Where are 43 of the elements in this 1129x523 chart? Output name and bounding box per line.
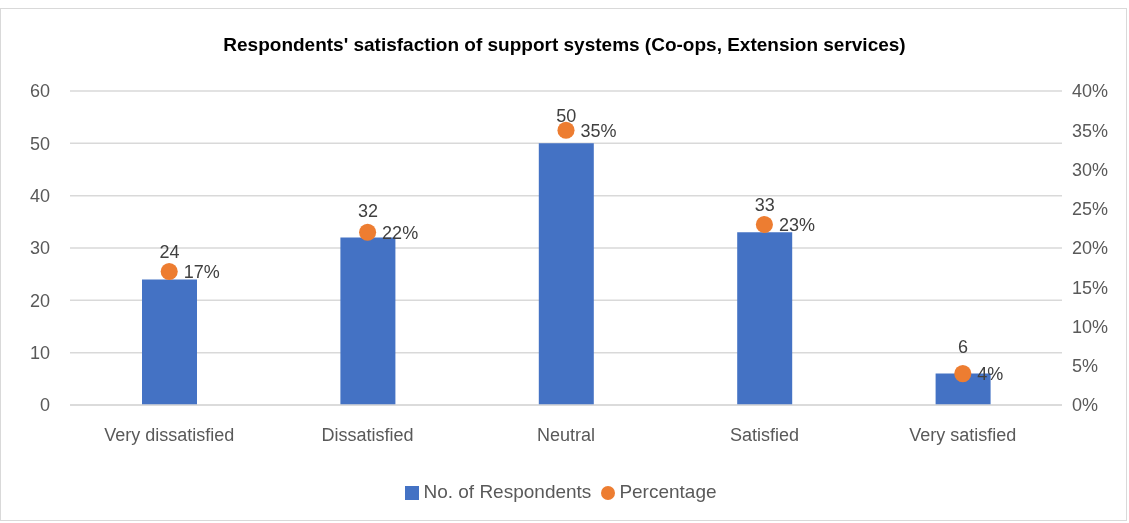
y2-tick-label: 15% bbox=[1072, 277, 1109, 298]
point bbox=[557, 121, 575, 139]
y-tick-label: 30 bbox=[29, 238, 50, 259]
point bbox=[160, 263, 178, 281]
y-tick-label: 20 bbox=[29, 290, 50, 311]
data-label: 35% bbox=[580, 120, 617, 141]
point bbox=[954, 365, 972, 383]
data-label: 22% bbox=[382, 222, 419, 243]
x-tick-label: Dissatisfied bbox=[321, 425, 414, 446]
x-tick-label: Very dissatisfied bbox=[104, 425, 235, 446]
y2-tick-label: 20% bbox=[1072, 238, 1109, 259]
y2-tick-label: 40% bbox=[1072, 81, 1109, 102]
bar bbox=[737, 232, 793, 405]
y-tick-label: 10 bbox=[29, 343, 50, 364]
x-tick-label: Satisfied bbox=[729, 425, 799, 446]
point bbox=[359, 223, 377, 241]
data-label: 17% bbox=[183, 261, 220, 282]
y2-tick-label: 30% bbox=[1072, 159, 1109, 180]
bar bbox=[538, 143, 594, 405]
point bbox=[755, 215, 773, 233]
y-tick-label: 0 bbox=[39, 395, 50, 416]
data-label: 24 bbox=[159, 242, 180, 263]
y2-tick-label: 35% bbox=[1072, 120, 1109, 141]
y-tick-label: 50 bbox=[29, 133, 50, 154]
x-tick-label: Neutral bbox=[536, 425, 596, 446]
x-tick-label: Very satisfied bbox=[909, 425, 1017, 446]
y2-tick-label: 10% bbox=[1072, 316, 1109, 337]
data-label: 4% bbox=[977, 363, 1004, 384]
chart-title: Respondents' satisfaction of support systems (Co-ops, Extension services) bbox=[222, 34, 907, 56]
bar bbox=[340, 237, 396, 405]
y2-tick-label: 0% bbox=[1072, 395, 1099, 416]
data-label: 6 bbox=[958, 336, 969, 357]
legend-label: Percentage bbox=[619, 481, 717, 502]
y2-tick-label: 5% bbox=[1072, 356, 1099, 377]
data-label: 50 bbox=[556, 106, 577, 127]
y-tick-label: 40 bbox=[29, 186, 50, 207]
y-tick-label: 60 bbox=[29, 81, 50, 102]
legend-label: No. of Respondents bbox=[423, 481, 592, 502]
data-label: 33 bbox=[754, 195, 775, 216]
y2-tick-label: 25% bbox=[1072, 199, 1109, 220]
data-label: 32 bbox=[357, 200, 378, 221]
data-label: 23% bbox=[778, 214, 815, 235]
bar bbox=[142, 279, 197, 405]
